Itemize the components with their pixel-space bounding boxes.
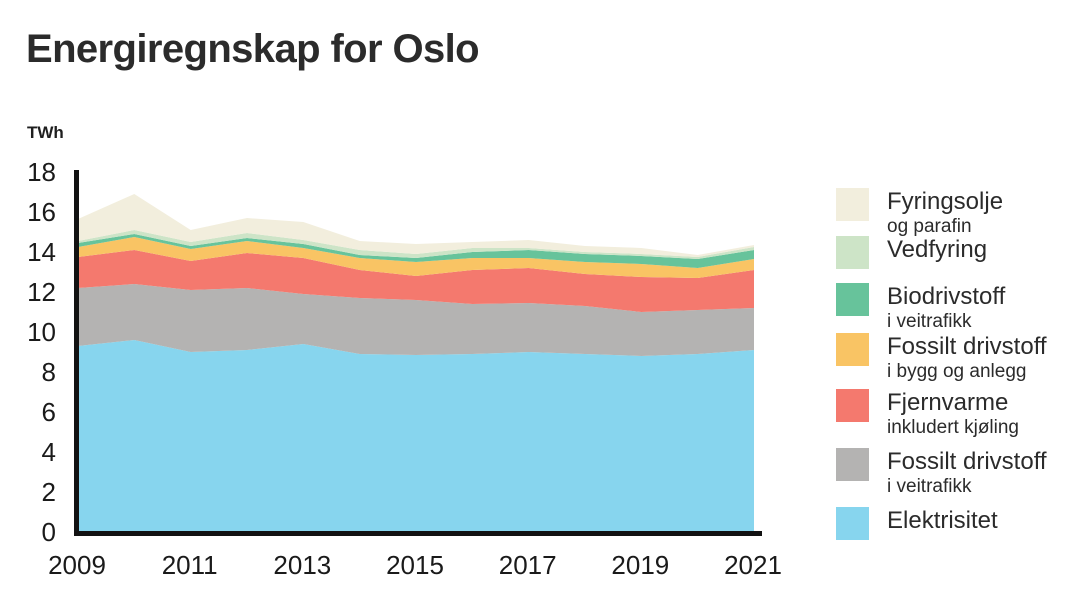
y-tick-label-14: 14 xyxy=(27,237,56,267)
legend-swatch-vedfyring xyxy=(836,236,869,269)
legend-sublabel: i veitrafikk xyxy=(887,476,972,497)
area-fossilt-drivstoff-vei xyxy=(78,284,754,356)
x-tick-label-2021: 2021 xyxy=(724,550,782,580)
legend-sublabel: i veitrafikk xyxy=(887,311,972,332)
y-tick-label-16: 16 xyxy=(27,197,56,227)
y-tick-label-2: 2 xyxy=(41,477,56,507)
x-tick-label-2013: 2013 xyxy=(273,550,332,580)
legend-swatch-fossilt-drivstoff-bygg xyxy=(836,333,869,366)
legend-swatch-fjernvarme xyxy=(836,389,869,422)
legend-label: Fossilt drivstoff xyxy=(887,448,1047,475)
legend-label: Elektrisitet xyxy=(887,507,998,534)
x-tick-label-2009: 2009 xyxy=(48,550,106,580)
chart-title: Energiregnskap for Oslo xyxy=(26,27,480,71)
area-fjernvarme xyxy=(78,250,754,312)
legend-text: Biodrivstoff i veitrafikk xyxy=(887,283,1005,333)
legend-label: Fyringsolje xyxy=(887,188,1004,215)
legend-item-fossilt-drivstoff-vei: Fossilt drivstoff i veitrafikk xyxy=(836,448,1047,498)
legend-swatch-elektrisitet xyxy=(836,507,869,540)
legend-text: Fossilt drivstoff i bygg og anlegg xyxy=(887,333,1047,383)
legend-item-fjernvarme: Fjernvarme inkludert kjøling xyxy=(836,389,1019,439)
y-tick-label-6: 6 xyxy=(41,397,56,427)
legend-text: Fossilt drivstoff i veitrafikk xyxy=(887,448,1047,498)
legend-swatch-biodrivstoff xyxy=(836,283,869,316)
area-elektrisitet xyxy=(78,340,754,532)
area-fyringsolje xyxy=(78,194,754,257)
x-tick-label-2015: 2015 xyxy=(386,550,444,580)
y-tick-label-18: 18 xyxy=(27,157,56,187)
legend-item-elektrisitet: Elektrisitet xyxy=(836,507,998,540)
area-fossilt-drivstoff-bygg xyxy=(78,237,754,278)
y-axis-unit-label: TWh xyxy=(27,123,64,142)
area-vedfyring xyxy=(78,230,754,259)
stacked-area-chart xyxy=(78,194,754,532)
legend-label: Fossilt drivstoff xyxy=(887,333,1047,360)
legend-item-fossilt-drivstoff-bygg: Fossilt drivstoff i bygg og anlegg xyxy=(836,333,1047,383)
legend-text: Fyringsolje og parafin xyxy=(887,188,1003,238)
y-tick-label-0: 0 xyxy=(41,517,56,547)
legend-label: Vedfyring xyxy=(887,236,988,263)
legend-text: Vedfyring xyxy=(887,236,987,264)
legend-item-biodrivstoff: Biodrivstoff i veitrafikk xyxy=(836,283,1005,333)
legend-label: Fjernvarme xyxy=(887,389,1009,416)
x-tick-label-2011: 2011 xyxy=(161,550,218,580)
x-axis-line xyxy=(74,531,762,536)
legend-swatch-fyringsolje xyxy=(836,188,869,221)
y-tick-label-8: 8 xyxy=(41,357,56,387)
y-axis-line xyxy=(74,170,79,536)
legend-label: Biodrivstoff xyxy=(887,283,1006,310)
x-tick-label-2019: 2019 xyxy=(611,550,670,580)
y-tick-label-12: 12 xyxy=(27,277,56,307)
legend-item-vedfyring: Vedfyring xyxy=(836,236,987,269)
legend-sublabel: inkludert kjøling xyxy=(887,417,1019,438)
y-tick-label-4: 4 xyxy=(41,437,56,467)
legend-item-fyringsolje: Fyringsolje og parafin xyxy=(836,188,1003,238)
legend-swatch-fossilt-drivstoff-vei xyxy=(836,448,869,481)
x-tick-label-2017: 2017 xyxy=(498,550,557,580)
legend-text: Fjernvarme inkludert kjøling xyxy=(887,389,1019,439)
legend-sublabel: og parafin xyxy=(887,216,972,237)
legend-text: Elektrisitet xyxy=(887,507,998,535)
legend-sublabel: i bygg og anlegg xyxy=(887,361,1027,382)
area-biodrivstoff xyxy=(78,234,754,268)
y-tick-label-10: 10 xyxy=(27,317,56,347)
